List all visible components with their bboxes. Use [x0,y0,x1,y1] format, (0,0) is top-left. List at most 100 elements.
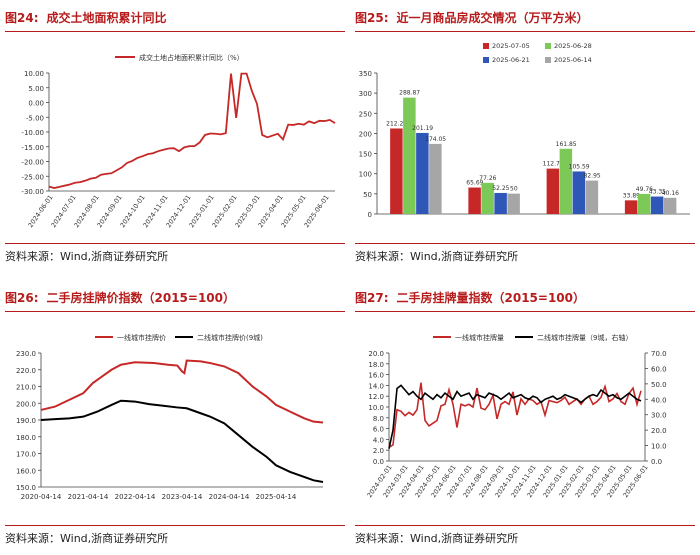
x-tick-label: 2025-04-14 [256,493,297,501]
figure-title: 二手房挂牌价指数（2015=100） [46,291,236,305]
data-label: 105.59 [569,163,590,170]
legend-label: 2025-06-28 [554,42,592,50]
legend-swatch [483,57,489,63]
panel-title: 图24: 成交土地面积累计同比 [5,5,345,32]
bar [663,197,677,214]
legend-label: 2025-06-14 [554,56,592,64]
y2-tick-label: 70.0 [651,350,667,358]
bar [390,128,403,214]
y-tick-label: 0.00 [28,100,44,108]
series-line [388,384,642,449]
x-tick-label: 2020-04-14 [21,493,62,501]
y-tick-label: 18.0 [368,361,384,369]
y-tick-label: -15.00 [21,144,44,152]
legend-label: 二线城市挂牌价(9城) [197,333,263,342]
y2-tick-label: 50.0 [651,381,667,389]
y-tick-label: 10.00 [24,70,44,78]
y-tick-label: 250 [359,110,372,118]
bar [507,193,520,214]
y-tick-label: -5.00 [26,114,44,122]
legend-swatch [545,57,551,63]
figure-number: 图26: [5,291,39,305]
data-label: 82.95 [584,173,601,180]
data-label: 33.89 [623,192,640,199]
data-label: 50 [510,186,518,193]
y2-tick-label: 0.0 [651,458,662,466]
x-tick-label: 2022-04-14 [115,493,156,501]
data-label: 77.26 [479,175,496,182]
y-tick-label: 220.0 [16,367,36,375]
figure-number: 图25: [355,11,389,25]
y-tick-label: 5.00 [28,85,44,93]
data-label: 201.19 [412,125,433,132]
legend-label: 二线城市挂牌量（9城，右轴） [537,333,632,342]
series-line [388,382,642,449]
y-tick-label: 160.0 [16,467,36,475]
data-label: 43.35 [649,189,666,196]
y-tick-label: 170.0 [16,451,36,459]
chart-land-area-yoy: 成交土地占地面积累计同比（%） 10.00 5.00 0.00 -5.00 -10.00 -… [21,53,336,229]
y-tick-label: 150.0 [16,484,36,492]
y-tick-label: 10.0 [368,404,384,412]
y-tick-label: 0 [368,211,372,219]
bar [481,182,494,214]
y-tick-label: 2.0 [373,447,384,455]
data-label: 49.76 [636,186,653,193]
data-label: 174.05 [425,136,446,143]
bar [468,187,481,214]
panel-title: 图25: 近一月商品房成交情况（万平方米） [355,5,695,32]
figure-number: 图24: [5,11,39,25]
y-tick-label: 14.0 [368,382,384,390]
source-note: 资料来源：Wind,浙商证券研究所 [5,243,345,264]
y-tick-label: 200.0 [16,400,36,408]
source-note: 资料来源：Wind,浙商证券研究所 [355,525,695,546]
series-line [48,72,336,189]
bar [559,148,573,214]
y2-tick-label: 20.0 [651,427,667,435]
y-tick-label: 100 [359,171,372,179]
panel-title: 图27: 二手房挂牌量指数（2015=100） [355,285,695,312]
bar [637,193,651,214]
legend-label: 一线城市挂牌量 [455,333,504,342]
bar [585,180,599,214]
data-label: 65.69 [466,180,483,187]
data-label: 212.29 [386,120,407,127]
x-tick-label: 2023-04-14 [162,493,203,501]
legend-label: 成交土地占地面积累计同比（%） [139,53,244,62]
data-label: 161.85 [556,141,577,148]
y-tick-label: 300 [359,90,372,98]
legend-label: 2025-07-05 [492,42,530,50]
y2-tick-label: 40.0 [651,396,667,404]
y-tick-label: 200 [359,130,372,138]
y-tick-label: 210.0 [16,384,36,392]
y-tick-label: 8.0 [373,415,384,423]
figure-title: 成交土地面积累计同比 [46,11,167,25]
data-label: 52.25 [492,185,509,192]
y-tick-label: 350 [359,70,372,78]
y-tick-label: 16.0 [368,372,384,380]
bar [546,168,560,214]
figure-title: 近一月商品房成交情况（万平方米） [396,11,589,25]
panel-title: 图26: 二手房挂牌价指数（2015=100） [5,285,345,312]
y2-tick-label: 10.0 [651,443,667,451]
bar [429,143,442,214]
y2-tick-label: 60.0 [651,365,667,373]
y-tick-label: -30.00 [21,188,44,196]
y2-tick-label: 30.0 [651,412,667,420]
y-tick-label: 150 [359,151,372,159]
y-tick-label: 0.0 [373,458,384,466]
bar [416,132,429,214]
panel-land-area-yoy: 图24: 成交土地面积累计同比 成交土地占地面积累计同比（%） 10.00 5.00 0… [5,5,345,275]
data-label: 40.16 [662,190,679,197]
y-tick-label: -10.00 [21,129,44,137]
data-label: 288.87 [399,90,420,97]
legend-swatch [545,43,551,49]
y-tick-label: 6.0 [373,426,384,434]
y-tick-label: 230.0 [16,350,36,358]
chart-listing-volume-index: 一线城市挂牌量 二线城市挂牌量（9城，右轴） 0.0 2.0 4.0 6.0 8.0 10.0… [365,333,667,499]
panel-listing-volume-index: 图27: 二手房挂牌量指数（2015=100） 一线城市挂牌量 二线城市挂牌量（9城… [355,285,695,555]
data-label: 112.70 [543,161,564,168]
y-tick-label: 12.0 [368,393,384,401]
figure-number: 图27: [355,291,389,305]
panel-listing-price-index: 图26: 二手房挂牌价指数（2015=100） 一线城市挂牌价 二线城市挂牌价(9城… [5,285,345,555]
